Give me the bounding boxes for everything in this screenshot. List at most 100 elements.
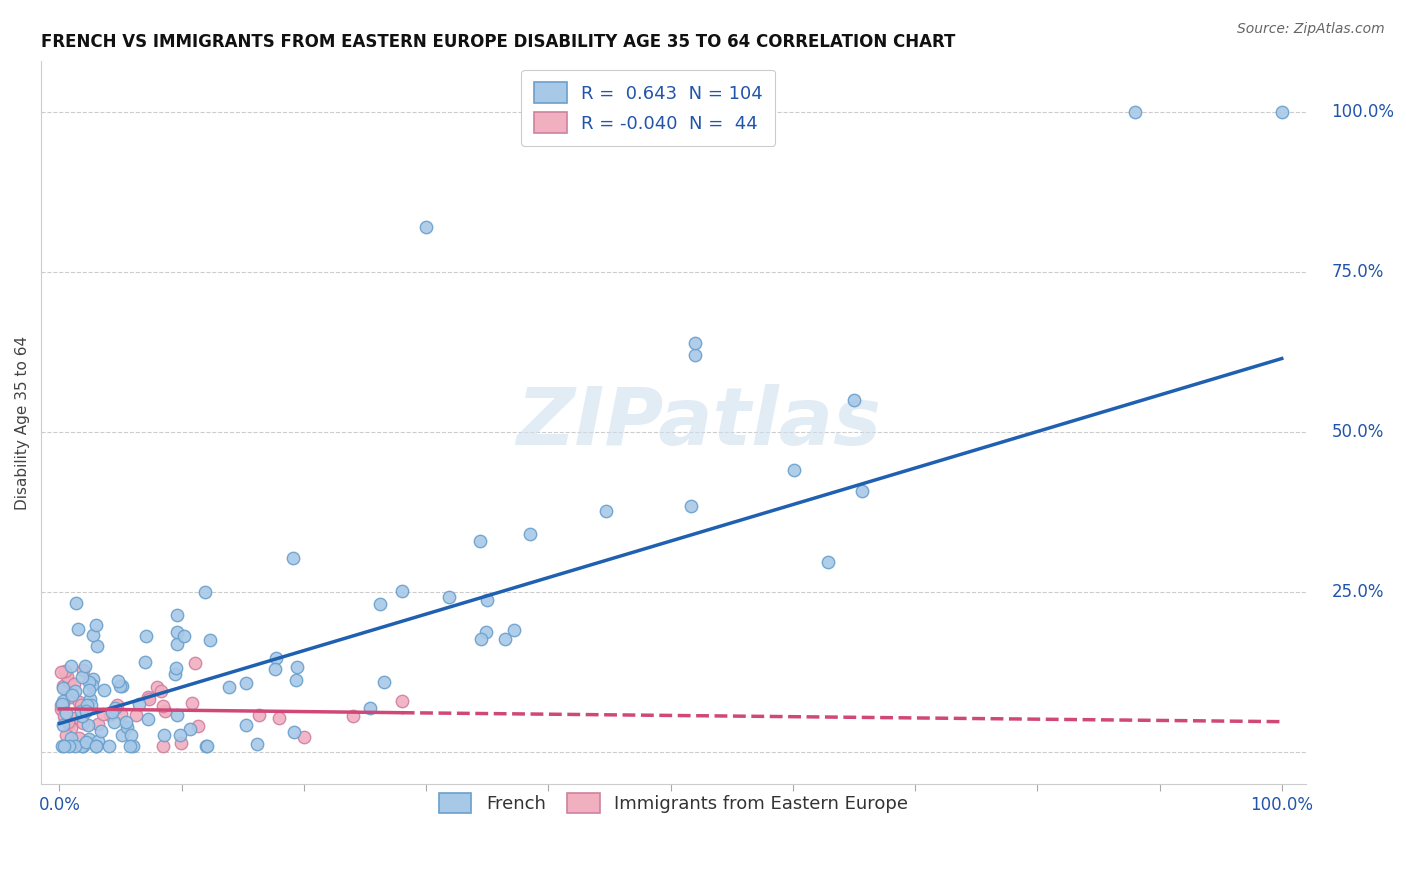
Point (90, 724, 112, 739)
Point (169, 736, 191, 750)
Point (70, 739, 93, 753)
Point (683, 335, 706, 350)
Point (76, 718, 98, 732)
Point (65, 596, 87, 610)
Point (60, 731, 83, 745)
Point (1271, 105, 1294, 120)
Point (195, 739, 218, 753)
Point (60, 688, 83, 702)
Point (287, 660, 309, 674)
Text: 25.0%: 25.0% (1331, 583, 1384, 601)
Point (283, 551, 305, 566)
Point (166, 637, 188, 651)
Point (391, 694, 413, 708)
Point (138, 712, 160, 726)
Point (62, 677, 84, 691)
Point (79, 692, 101, 706)
Point (165, 661, 187, 675)
Point (284, 673, 307, 688)
Point (153, 704, 176, 718)
Point (72, 716, 94, 731)
Point (105, 698, 128, 712)
Point (49, 665, 72, 680)
Point (59, 659, 82, 673)
Point (146, 680, 169, 694)
Point (595, 504, 617, 518)
Point (851, 483, 873, 498)
Point (122, 739, 145, 753)
Point (415, 220, 437, 235)
Point (49, 702, 72, 716)
Point (86, 639, 108, 653)
Point (166, 707, 188, 722)
Point (218, 680, 240, 694)
Point (111, 728, 134, 742)
Point (55, 669, 77, 683)
Point (84, 739, 107, 753)
Point (65, 739, 87, 753)
Point (437, 591, 460, 605)
Point (84, 617, 107, 632)
Point (114, 715, 136, 730)
Point (195, 739, 218, 753)
Point (59, 690, 82, 705)
Legend: French, Immigrants from Eastern Europe: French, Immigrants from Eastern Europe (426, 780, 921, 826)
Point (67, 696, 90, 710)
Point (87, 734, 110, 748)
Point (75, 704, 97, 718)
Point (292, 730, 315, 744)
Point (75, 735, 97, 749)
Point (169, 728, 191, 742)
Point (120, 739, 142, 753)
Point (264, 651, 287, 665)
Point (58, 674, 80, 689)
Point (53, 709, 76, 723)
Point (128, 697, 150, 711)
Point (87, 717, 110, 731)
Point (82, 672, 104, 686)
Point (477, 593, 499, 607)
Point (55, 728, 77, 742)
Point (342, 708, 364, 723)
Point (152, 728, 174, 742)
Point (842, 393, 865, 408)
Point (503, 623, 526, 637)
Point (494, 632, 516, 646)
Point (51, 697, 73, 711)
Point (79, 682, 101, 697)
Point (98, 708, 121, 723)
Text: 50.0%: 50.0% (1331, 423, 1384, 442)
Point (93, 683, 115, 698)
Point (817, 555, 839, 569)
Point (359, 700, 381, 714)
Point (67, 731, 90, 745)
Point (108, 680, 131, 694)
Point (679, 500, 702, 514)
Point (373, 674, 395, 689)
Text: Source: ZipAtlas.com: Source: ZipAtlas.com (1237, 22, 1385, 37)
Point (84, 739, 107, 753)
Point (783, 463, 806, 477)
Point (138, 691, 160, 706)
Point (152, 699, 174, 714)
Point (179, 722, 201, 736)
Point (55, 711, 77, 725)
Point (1123, 105, 1146, 120)
Point (117, 720, 139, 734)
Text: 100.0%: 100.0% (1331, 103, 1395, 121)
Point (468, 534, 491, 549)
Point (125, 707, 148, 722)
Point (187, 719, 209, 733)
Point (368, 597, 391, 611)
Point (184, 657, 207, 671)
Point (149, 684, 172, 698)
Point (283, 725, 305, 739)
Point (59, 721, 82, 735)
Point (181, 697, 204, 711)
Point (70, 708, 93, 723)
Point (66, 622, 89, 636)
Point (72, 663, 94, 677)
Point (52, 694, 75, 708)
Point (97, 739, 120, 753)
Point (235, 676, 257, 690)
